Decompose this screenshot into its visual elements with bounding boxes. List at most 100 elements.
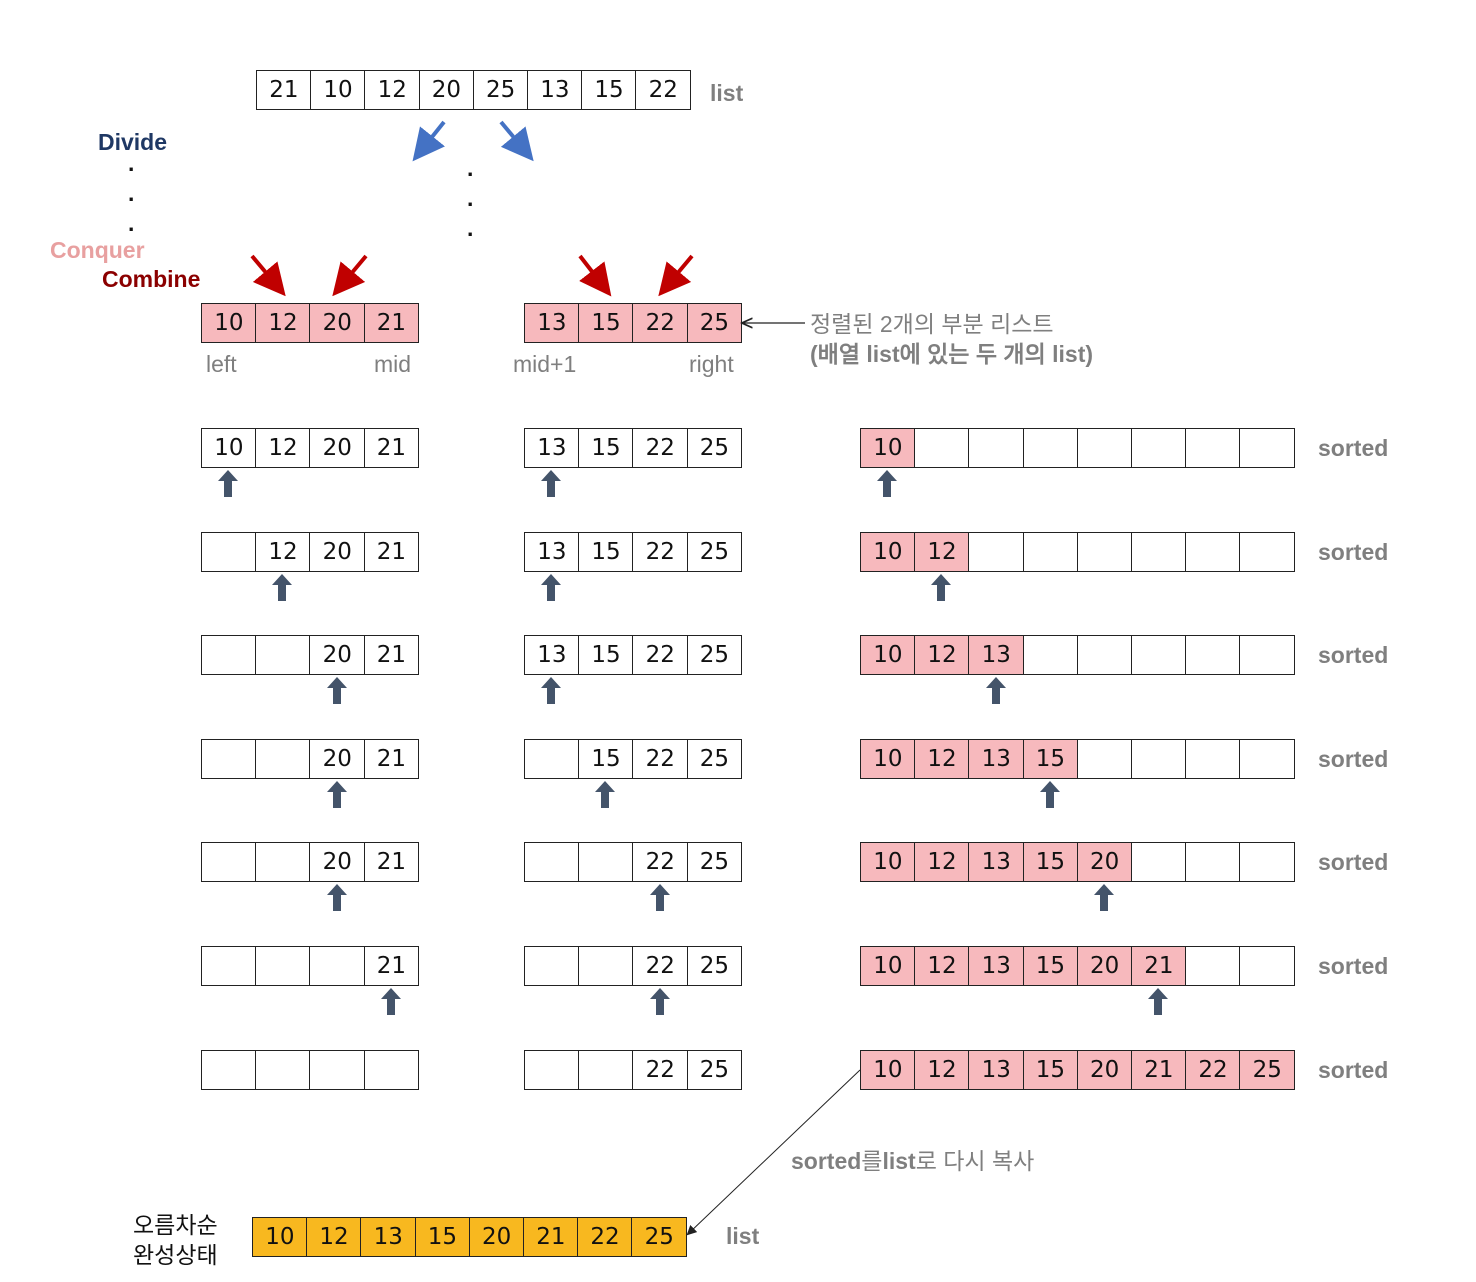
step7-right-cell-3: 25 bbox=[686, 1050, 743, 1090]
step6-sorted-cell-1: 12 bbox=[914, 946, 970, 986]
step4-right-cell-1: 15 bbox=[578, 739, 634, 779]
step5-left-cell-0 bbox=[201, 842, 257, 882]
step5-left-cell-3: 21 bbox=[363, 842, 420, 882]
step2-sorted-label: sorted bbox=[1318, 539, 1389, 565]
step3-right-cell-3: 25 bbox=[686, 635, 743, 675]
step2-sorted-cell-0: 10 bbox=[860, 532, 916, 572]
step4-sorted-cell-6 bbox=[1185, 739, 1241, 779]
top-list-cell-7: 22 bbox=[635, 70, 692, 110]
step4-sorted-cell-5 bbox=[1131, 739, 1187, 779]
step3-sorted-cell-2: 13 bbox=[968, 635, 1025, 675]
step1-sorted-cell-0: 10 bbox=[860, 428, 916, 468]
step3-right-cell-2: 22 bbox=[632, 635, 689, 675]
step4-left-cell-3: 21 bbox=[363, 739, 420, 779]
step2-sorted-cell-4 bbox=[1076, 532, 1133, 572]
step6-sorted-cell-6 bbox=[1185, 946, 1241, 986]
top-list-cell-4: 25 bbox=[472, 70, 529, 110]
dot-2: . bbox=[128, 180, 135, 206]
step7-sorted-cell-2: 13 bbox=[968, 1050, 1025, 1090]
combine-arrow-4 bbox=[658, 254, 694, 297]
step1-right-cell-1: 15 bbox=[578, 428, 634, 468]
step3-right-pointer-icon bbox=[541, 677, 562, 704]
final-list-cell-3: 15 bbox=[414, 1217, 471, 1257]
step1-left-pointer-icon bbox=[218, 470, 239, 497]
step4-sorted-pointer-icon bbox=[1039, 781, 1060, 808]
step1-sorted-cell-7 bbox=[1239, 428, 1296, 468]
step6-left-cell-0 bbox=[201, 946, 257, 986]
final-list-cell-6: 22 bbox=[577, 1217, 633, 1257]
step5-left-cell-2: 20 bbox=[309, 842, 366, 882]
left-sublist-cell-0: 10 bbox=[201, 303, 257, 343]
step4-right-cell-3: 25 bbox=[686, 739, 743, 779]
step5-right-cell-1 bbox=[578, 842, 634, 882]
step4-left-cell-2: 20 bbox=[309, 739, 366, 779]
final-list-cell-5: 21 bbox=[523, 1217, 579, 1257]
sublist-note-line1: 정렬된 2개의 부분 리스트 bbox=[810, 311, 1054, 337]
right-sublist-cell-2: 22 bbox=[632, 303, 689, 343]
step6-right-cell-0 bbox=[524, 946, 580, 986]
step6-right-cell-3: 25 bbox=[686, 946, 743, 986]
step2-sorted-cell-5 bbox=[1131, 532, 1187, 572]
divide-label: Divide bbox=[98, 129, 168, 155]
top-list-cell-6: 15 bbox=[581, 70, 637, 110]
step6-sorted-pointer-icon bbox=[1148, 988, 1169, 1015]
top-list-label: list bbox=[710, 80, 744, 106]
step3-sorted-cell-4 bbox=[1076, 635, 1133, 675]
step3-sorted-cell-1: 12 bbox=[914, 635, 970, 675]
step1-sorted-label: sorted bbox=[1318, 435, 1389, 461]
step1-sorted-cell-1 bbox=[914, 428, 970, 468]
step6-left-cell-2 bbox=[309, 946, 366, 986]
step3-right-cell-0: 13 bbox=[524, 635, 580, 675]
step5-left-pointer-icon bbox=[326, 884, 347, 911]
step4-right-cell-2: 22 bbox=[632, 739, 689, 779]
copy-note-list: list bbox=[882, 1148, 916, 1174]
step7-sorted-cell-3: 15 bbox=[1022, 1050, 1079, 1090]
step1-right-cell-3: 25 bbox=[686, 428, 743, 468]
right-sublist-cell-0: 13 bbox=[524, 303, 580, 343]
right-index-label: right bbox=[689, 351, 734, 377]
step1-right-pointer-icon bbox=[541, 470, 562, 497]
step2-sorted-cell-7 bbox=[1239, 532, 1296, 572]
final-list-cell-2: 13 bbox=[360, 1217, 417, 1257]
top-list-cell-5: 13 bbox=[527, 70, 583, 110]
step1-left-cell-2: 20 bbox=[309, 428, 366, 468]
step6-right-cell-1 bbox=[578, 946, 634, 986]
step7-sorted-label: sorted bbox=[1318, 1057, 1389, 1083]
step2-left-cell-3: 21 bbox=[363, 532, 420, 572]
step6-sorted-cell-0: 10 bbox=[860, 946, 916, 986]
step5-sorted-cell-0: 10 bbox=[860, 842, 916, 882]
final-caption-line1: 오름차순 bbox=[133, 1212, 218, 1238]
step6-sorted-cell-3: 15 bbox=[1022, 946, 1079, 986]
step4-sorted-cell-0: 10 bbox=[860, 739, 916, 779]
step1-sorted-cell-4 bbox=[1076, 428, 1133, 468]
step2-sorted-pointer-icon bbox=[931, 574, 952, 601]
step5-sorted-pointer-icon bbox=[1093, 884, 1114, 911]
dot-mid-2: . bbox=[467, 185, 474, 211]
combine-arrow-2 bbox=[332, 254, 368, 297]
divide-arrow-right bbox=[499, 120, 534, 162]
step2-sorted-cell-3 bbox=[1022, 532, 1079, 572]
step5-sorted-cell-2: 13 bbox=[968, 842, 1025, 882]
dot-3: . bbox=[128, 210, 135, 236]
step1-sorted-pointer-icon bbox=[877, 470, 898, 497]
final-list-cell-4: 20 bbox=[468, 1217, 525, 1257]
step3-sorted-pointer-icon bbox=[985, 677, 1006, 704]
copy-note-particle: 를 bbox=[861, 1148, 883, 1174]
step3-left-cell-2: 20 bbox=[309, 635, 366, 675]
step5-sorted-cell-3: 15 bbox=[1022, 842, 1079, 882]
dot-mid-3: . bbox=[467, 215, 474, 241]
step5-sorted-cell-5 bbox=[1131, 842, 1187, 882]
step6-sorted-cell-2: 13 bbox=[968, 946, 1025, 986]
step4-left-pointer-icon bbox=[326, 781, 347, 808]
step6-sorted-cell-5: 21 bbox=[1131, 946, 1187, 986]
step6-right-pointer-icon bbox=[649, 988, 670, 1015]
step7-sorted-cell-7: 25 bbox=[1239, 1050, 1296, 1090]
step1-sorted-cell-5 bbox=[1131, 428, 1187, 468]
step3-sorted-label: sorted bbox=[1318, 642, 1389, 668]
copy-note: sorted를list로 다시 복사 bbox=[791, 1142, 1034, 1176]
step1-left-cell-3: 21 bbox=[363, 428, 420, 468]
step3-right-cell-1: 15 bbox=[578, 635, 634, 675]
step4-sorted-cell-7 bbox=[1239, 739, 1296, 779]
step7-sorted-cell-1: 12 bbox=[914, 1050, 970, 1090]
